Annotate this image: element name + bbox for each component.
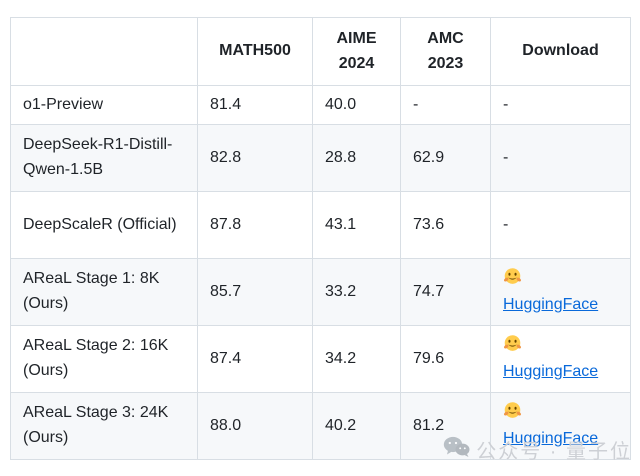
huggingface-link[interactable]: HuggingFace [503,266,598,317]
aime2024-cell: 43.1 [312,191,401,259]
download-cell: - [490,191,631,259]
math500-cell: 87.8 [197,191,313,259]
math500-cell: 87.4 [197,325,313,393]
math500-cell: 88.0 [197,392,313,460]
huggingface-link[interactable]: HuggingFace [503,400,598,451]
hugging-face-emoji-icon [503,401,522,420]
download-cell: - [490,124,631,192]
table-row: AReaL Stage 1: 8K (Ours) 85.7 33.2 74.7 [10,258,631,326]
model-name-cell: DeepScaleR (Official) [10,191,198,259]
table-body: o1-Preview 81.4 40.0 - - DeepSeek-R1-Dis… [10,85,631,460]
model-name-cell: AReaL Stage 2: 16K (Ours) [10,325,198,393]
header-amc-2023: AMC 2023 [400,17,491,86]
header-math500: MATH500 [197,17,313,86]
download-cell: - [490,85,631,125]
amc2023-cell: 81.2 [400,392,491,460]
header-row: MATH500 AIME 2024 AMC 2023 Download [10,17,631,86]
benchmark-table: MATH500 AIME 2024 AMC 2023 Download o1-P… [10,17,631,460]
huggingface-link[interactable]: HuggingFace [503,333,598,384]
amc2023-cell: 74.7 [400,258,491,326]
math500-cell: 82.8 [197,124,313,192]
header-download: Download [490,17,631,86]
hugging-face-emoji-icon [503,334,522,353]
table-row: AReaL Stage 2: 16K (Ours) 87.4 34.2 79.6 [10,325,631,393]
model-name-cell: DeepSeek-R1-Distill-Qwen-1.5B [10,124,198,192]
model-name-cell: AReaL Stage 1: 8K (Ours) [10,258,198,326]
amc2023-cell: 79.6 [400,325,491,393]
download-cell: HuggingFace [490,325,631,393]
math500-cell: 81.4 [197,85,313,125]
math500-cell: 85.7 [197,258,313,326]
aime2024-cell: 34.2 [312,325,401,393]
table-row: o1-Preview 81.4 40.0 - - [10,85,631,125]
table-row: DeepScaleR (Official) 87.8 43.1 73.6 - [10,191,631,259]
huggingface-link-label: HuggingFace [503,295,599,313]
table-row: AReaL Stage 3: 24K (Ours) 88.0 40.2 81.2 [10,392,631,460]
model-name-cell: AReaL Stage 3: 24K (Ours) [10,392,198,460]
download-cell: HuggingFace [490,258,631,326]
amc2023-cell: 73.6 [400,191,491,259]
model-name-cell: o1-Preview [10,85,198,125]
table-header: MATH500 AIME 2024 AMC 2023 Download [10,17,631,86]
table-row: DeepSeek-R1-Distill-Qwen-1.5B 82.8 28.8 … [10,124,631,192]
huggingface-link-label: HuggingFace [503,362,599,380]
aime2024-cell: 40.0 [312,85,401,125]
aime2024-cell: 28.8 [312,124,401,192]
download-cell: HuggingFace [490,392,631,460]
amc2023-cell: - [400,85,491,125]
amc2023-cell: 62.9 [400,124,491,192]
hugging-face-emoji-icon [503,267,522,286]
aime2024-cell: 40.2 [312,392,401,460]
header-model [10,17,198,86]
huggingface-link-label: HuggingFace [503,429,599,447]
header-aime-2024: AIME 2024 [312,17,401,86]
aime2024-cell: 33.2 [312,258,401,326]
